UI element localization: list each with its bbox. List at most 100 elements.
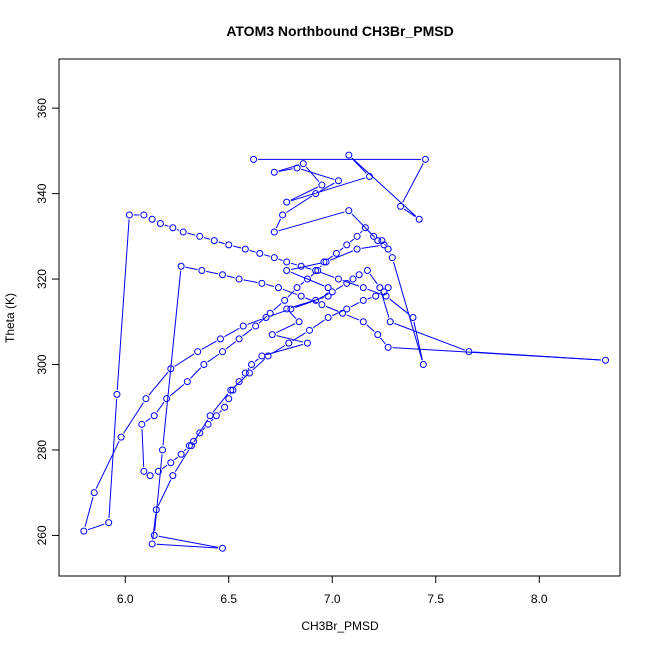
data-point (241, 245, 249, 253)
data-point (245, 369, 253, 377)
data-point (324, 314, 332, 321)
data-point (297, 262, 305, 270)
series-segment (339, 247, 344, 251)
series-segment (359, 230, 363, 234)
data-point (343, 305, 351, 313)
data-point (283, 305, 291, 313)
series-segment (224, 327, 240, 338)
data-point (258, 279, 266, 287)
series-segment (164, 224, 169, 227)
data-point (345, 151, 353, 159)
series-segment (389, 298, 410, 316)
series-segment (380, 337, 386, 345)
data-point (279, 211, 287, 219)
data-point (185, 442, 193, 450)
x-tick-label: 7.5 (427, 592, 444, 606)
data-point (225, 241, 233, 249)
data-point (219, 271, 227, 279)
y-tick-label: 300 (35, 354, 49, 374)
data-point (152, 506, 160, 514)
data-point (397, 202, 405, 210)
series-segment (331, 310, 343, 317)
data-point (239, 322, 247, 330)
x-tick-label: 7.0 (324, 592, 341, 606)
series-segment (183, 448, 187, 452)
series-segment (319, 293, 329, 299)
series-segment (310, 272, 315, 277)
series-segment (233, 375, 247, 388)
data-point (250, 155, 258, 163)
data-point (235, 378, 243, 386)
data-point (303, 275, 311, 283)
series-segment (290, 262, 298, 266)
series-segment (156, 402, 165, 413)
y-tick-label: 320 (35, 269, 49, 289)
data-point (283, 267, 291, 274)
data-point (117, 433, 125, 441)
series-segment (289, 311, 297, 319)
data-point (318, 181, 326, 189)
series-segment (346, 314, 360, 321)
data-point (80, 527, 88, 535)
data-point (140, 211, 148, 219)
data-point (229, 386, 237, 394)
series-segment (174, 353, 195, 367)
data-point (196, 232, 204, 240)
series-segment (402, 163, 424, 203)
data-point (299, 160, 307, 168)
data-point (419, 361, 427, 368)
series-segment (116, 219, 130, 390)
series-segment (162, 270, 182, 446)
data-point (374, 237, 382, 245)
data-point (266, 309, 274, 317)
data-point (270, 254, 278, 262)
x-axis: 6.0 6.5 7.0 7.5 8.0 (117, 576, 548, 606)
data-point (421, 155, 429, 163)
series-segment (413, 321, 423, 361)
series-segment (361, 245, 380, 249)
series-segment (169, 384, 185, 397)
data-point (376, 284, 384, 292)
data-point (206, 412, 214, 420)
data-point (305, 326, 313, 334)
data-point (156, 220, 164, 227)
series-segment (201, 340, 217, 350)
data-point (268, 331, 276, 339)
y-tick-label: 340 (35, 183, 49, 203)
series-segment (207, 353, 220, 363)
series-segment (275, 218, 282, 229)
series-segment (278, 168, 293, 172)
series-segment (263, 254, 271, 257)
data-point (378, 237, 386, 245)
series-segment (342, 280, 360, 287)
series-segment (232, 245, 242, 249)
data-point (150, 531, 158, 539)
series-segment (173, 456, 178, 461)
data-point (415, 215, 423, 223)
y-tick-label: 260 (35, 525, 49, 545)
y-tick-label: 360 (35, 98, 49, 118)
series-segment (154, 454, 163, 531)
data-point (363, 267, 371, 274)
series-segment (369, 273, 378, 285)
x-tick-label: 8.0 (531, 592, 548, 606)
series-segment (290, 271, 325, 287)
data-point (384, 245, 392, 253)
series-segment (367, 288, 383, 296)
series-segment (305, 166, 320, 182)
data-point (235, 335, 243, 343)
series-segment (271, 345, 286, 355)
series-segment (278, 164, 300, 172)
data-point (221, 403, 229, 411)
data-point (241, 369, 249, 377)
series-segment (292, 332, 306, 342)
series-segment (152, 514, 157, 540)
data-point (359, 296, 367, 304)
series-segment (185, 266, 198, 271)
data-point (359, 284, 367, 292)
data-point (320, 258, 328, 266)
data-point (210, 237, 218, 245)
series-segment (330, 250, 354, 261)
series-segment (157, 479, 172, 506)
